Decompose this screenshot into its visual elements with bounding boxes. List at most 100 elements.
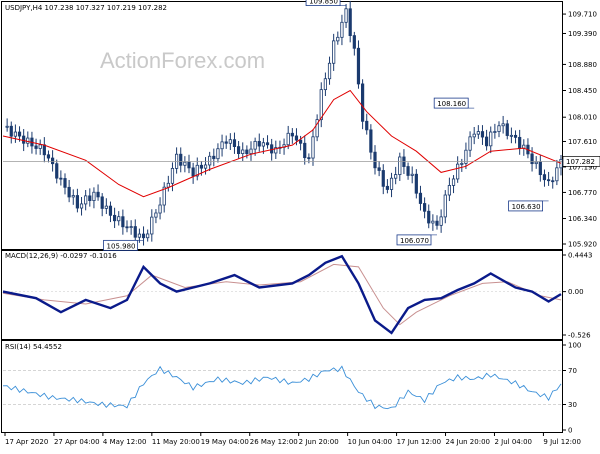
x-tick-label: 24 Jun 20:00 [446, 438, 490, 446]
candle-body [443, 194, 447, 218]
candle-body [67, 186, 71, 198]
annotation-box [396, 234, 432, 246]
price-tick-label: 105.920 [568, 241, 597, 249]
candle-body [170, 167, 175, 184]
candle-body [476, 131, 480, 135]
watermark: ActionForex.com [100, 48, 265, 73]
candle-body [220, 141, 224, 150]
candle-body [336, 36, 340, 42]
macd-tick-label: -0.526 [568, 332, 591, 340]
candle-body [75, 195, 79, 209]
macd-label: MACD(12,26,9) -0.0297 -0.1016 [5, 252, 117, 260]
candle-body [286, 132, 290, 146]
candle-body [84, 195, 88, 205]
candle-body [365, 120, 369, 131]
candle-body [17, 131, 22, 137]
candle-body [270, 144, 274, 154]
candle-body [216, 148, 220, 160]
candle-body [493, 131, 497, 133]
annotation-box [508, 200, 544, 212]
x-tick-label: 2 Jun 20:00 [299, 438, 339, 446]
candle-body [547, 179, 551, 182]
candle-body [191, 167, 195, 177]
candle-body [274, 147, 278, 154]
candle-body [418, 192, 423, 204]
price-tick-label: 109.390 [568, 30, 597, 38]
candle-body [261, 142, 266, 147]
candle-body [422, 203, 427, 212]
candle-body [501, 123, 505, 127]
candle-body [484, 136, 489, 147]
macd-signal-line [2, 263, 562, 326]
annotation-box [433, 97, 469, 109]
candle-body [150, 216, 154, 235]
moving-average-line [2, 89, 562, 198]
candle-body [51, 157, 55, 165]
candle-body [224, 141, 228, 144]
candle-body [344, 8, 348, 23]
candle-body [398, 156, 402, 175]
candle-body [323, 78, 328, 91]
macd-tick-label: 0.4443 [568, 252, 593, 260]
candle-body [199, 164, 203, 169]
price-tick-label: 108.880 [568, 61, 597, 69]
candle-body [121, 216, 125, 228]
candle-body [464, 149, 468, 164]
candle-body [257, 140, 261, 147]
candle-body [265, 142, 270, 146]
candle-body [538, 161, 542, 176]
candle-body [303, 142, 307, 159]
candle-body [13, 131, 17, 137]
price-tick-label: 109.710 [568, 11, 597, 19]
candle-body [456, 163, 460, 180]
x-tick-label: 17 Apr 2020 [5, 438, 48, 446]
candle-body [162, 186, 166, 206]
candle-body [439, 216, 443, 226]
x-tick-label: 4 May 12:00 [103, 438, 147, 446]
candle-body [141, 233, 146, 239]
candle-body [241, 149, 245, 155]
annotation-label: 106.070 [400, 237, 429, 245]
candle-body [394, 174, 398, 179]
price-tick-label: 108.010 [568, 114, 597, 122]
labels-layer: 109.710 109.390 108.880 108.450 108.010 107.6… [5, 0, 600, 446]
candle-body [414, 173, 418, 194]
candle-body [166, 182, 170, 188]
macd-tick-label: 0.00 [568, 288, 584, 296]
x-tick-label: 10 Jun 04:00 [348, 438, 392, 446]
rsi-line [2, 365, 562, 410]
series-layer [2, 0, 563, 410]
current-price-label: 107.282 [566, 158, 595, 166]
price-tick-label: 106.770 [568, 189, 597, 197]
x-tick-label: 26 May 12:00 [250, 438, 298, 446]
x-tick-label: 27 Apr 04:00 [54, 438, 100, 446]
candle-body [352, 35, 356, 49]
rsi-tick-label: 100 [568, 342, 581, 350]
macd-line [2, 254, 562, 335]
rsi-panel-frame [1, 340, 563, 433]
x-tick-label: 11 May 20:00 [152, 438, 200, 446]
candle-body [38, 144, 42, 149]
candle-body [435, 220, 439, 226]
candle-body [373, 151, 377, 169]
candles-group [5, 0, 563, 246]
candle-body [195, 164, 199, 177]
candle-body [542, 174, 547, 181]
candle-body [385, 185, 390, 190]
candle-body [137, 233, 141, 238]
candle-body [294, 135, 299, 141]
price-tick-label: 108.450 [568, 87, 597, 95]
candle-body [96, 191, 100, 198]
price-tick-label: 107.610 [568, 138, 597, 146]
candle-body [133, 226, 137, 238]
candle-body [447, 185, 452, 196]
annotation-box [305, 0, 341, 6]
candle-body [460, 163, 464, 165]
candle-body [208, 155, 212, 166]
candle-body [559, 158, 563, 169]
candle-body [26, 137, 30, 144]
candle-body [46, 154, 51, 159]
candle-body [530, 153, 534, 165]
candle-body [298, 139, 303, 144]
